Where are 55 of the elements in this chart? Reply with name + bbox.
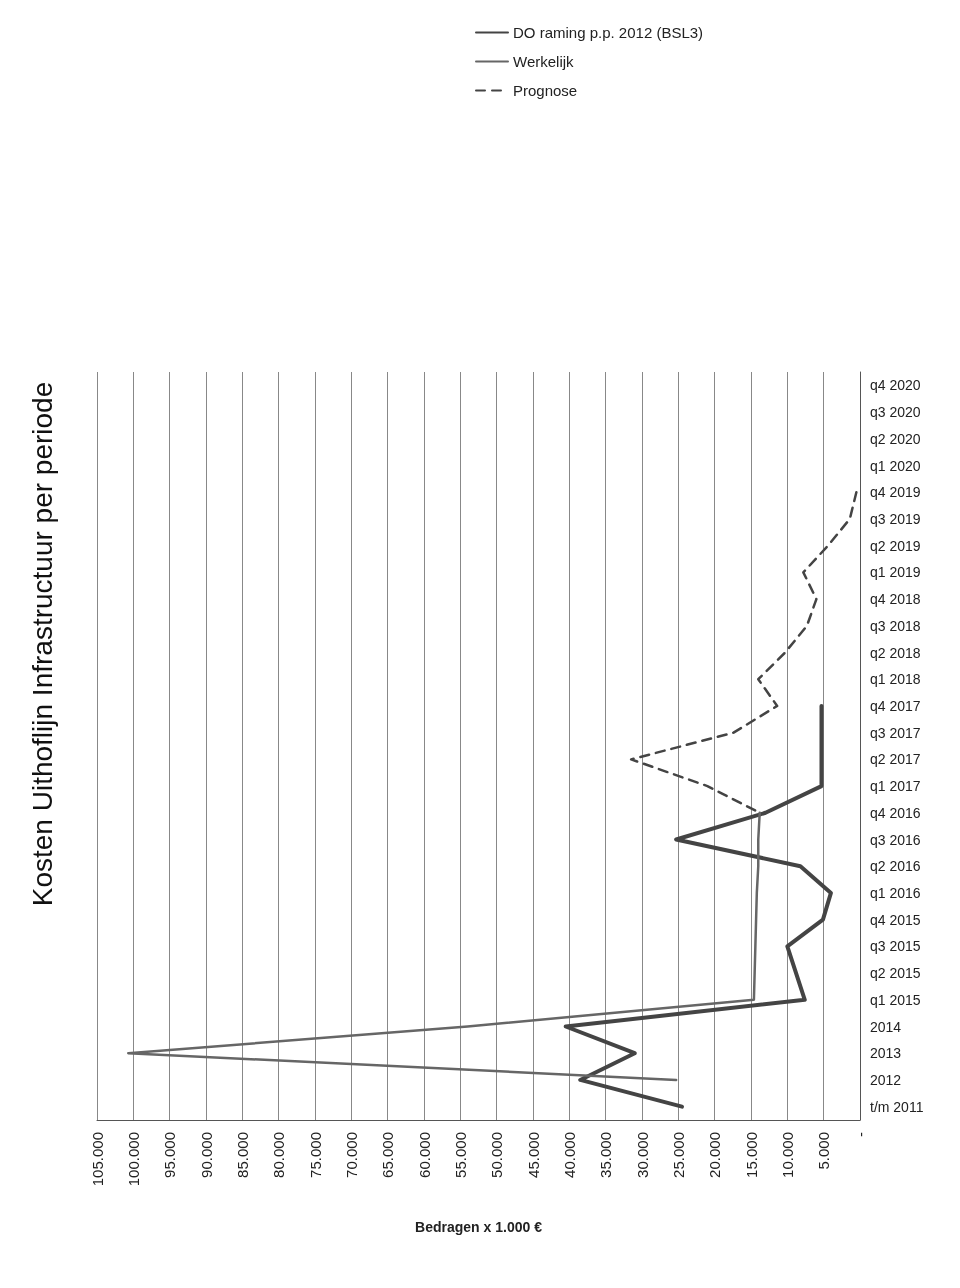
y-tick-label: q4 2017	[870, 697, 921, 714]
y-tick-label: q4 2018	[870, 591, 921, 608]
x-tick-label: 20.000	[706, 1132, 724, 1178]
x-tick-label: 30.000	[633, 1132, 651, 1178]
y-tick-label: q2 2018	[870, 644, 921, 661]
y-tick-label: q3 2015	[870, 938, 921, 955]
x-tick-label: 95.000	[161, 1132, 179, 1178]
y-tick-label: q3 2019	[870, 510, 921, 527]
x-tick-label: 55.000	[451, 1132, 469, 1178]
y-tick-label: q2 2019	[870, 537, 921, 554]
y-tick-label: 2013	[870, 1045, 902, 1062]
x-tick-label: 40.000	[560, 1132, 578, 1178]
y-tick-label: q3 2017	[870, 724, 921, 741]
x-tick-label: -	[851, 1132, 869, 1137]
y-tick-label: q4 2016	[870, 804, 921, 821]
y-tick-label: q1 2015	[870, 991, 921, 1008]
y-tick-label: q2 2016	[870, 858, 921, 875]
y-tick-label: q2 2015	[870, 965, 921, 982]
y-tick-label: q3 2020	[870, 404, 921, 421]
x-tick-label: 100.000	[124, 1132, 142, 1187]
x-tick-label: 5.000	[815, 1132, 833, 1170]
legend-label: Werkelijk	[513, 53, 575, 70]
y-tick-label: q1 2020	[870, 457, 921, 474]
x-tick-label: 105.000	[88, 1132, 106, 1187]
y-tick-label: q2 2020	[870, 430, 921, 447]
x-tick-label: 85.000	[233, 1132, 251, 1178]
y-tick-label: t/m 2011	[870, 1098, 924, 1115]
x-tick-label: 25.000	[669, 1132, 687, 1178]
y-tick-label: 2014	[870, 1018, 902, 1035]
y-tick-label: q2 2017	[870, 751, 921, 768]
x-tick-label: 10.000	[778, 1132, 796, 1178]
x-tick-label: 80.000	[270, 1132, 288, 1178]
y-tick-label: q4 2020	[870, 377, 921, 394]
x-tick-label: 90.000	[197, 1132, 215, 1178]
x-tick-label: 45.000	[524, 1132, 542, 1178]
x-tick-label: 75.000	[306, 1132, 324, 1178]
y-tick-label: q1 2019	[870, 564, 921, 581]
x-tick-label: 15.000	[742, 1132, 760, 1178]
y-tick-label: q4 2019	[870, 484, 921, 501]
y-tick-label: q4 2015	[870, 911, 921, 928]
text: Kosten Uithoflijn Infrastructuur per periode	[26, 381, 58, 907]
legend-label: Prognose	[513, 82, 578, 99]
x-tick-label: 50.000	[488, 1132, 506, 1178]
x-tick-label: 35.000	[597, 1132, 615, 1178]
y-tick-label: q3 2018	[870, 617, 921, 634]
x-tick-label: 60.000	[415, 1132, 433, 1178]
y-tick-label: q1 2016	[870, 884, 921, 901]
y-tick-label: q3 2016	[870, 831, 921, 848]
legend-label: DO raming p.p. 2012 (BSL3)	[513, 24, 704, 41]
y-tick-label: 2012	[870, 1071, 902, 1088]
y-tick-label: q1 2018	[870, 671, 921, 688]
x-axis-title: Bedragen x 1.000 €	[415, 1219, 543, 1235]
x-tick-label: 70.000	[342, 1132, 360, 1178]
y-tick-label: q1 2017	[870, 778, 921, 795]
x-tick-label: 65.000	[379, 1132, 397, 1178]
